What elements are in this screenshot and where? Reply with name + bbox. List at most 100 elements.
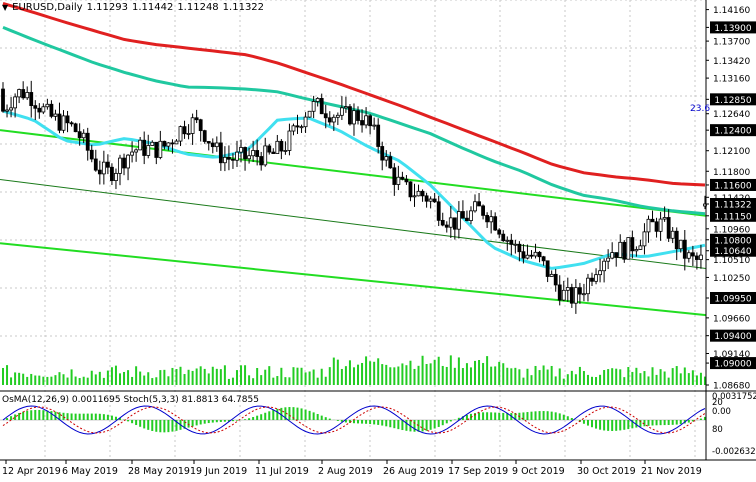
chevron-down-icon[interactable]: ▼ [2,3,9,12]
candle-body [469,210,473,221]
osma-bar [401,420,404,431]
volume-bar [534,365,537,385]
channel-line [0,129,707,217]
oscillator-tick-label: 20 [712,398,723,408]
osma-bar [703,416,706,420]
osma-bar [147,420,150,430]
volume-bar [292,367,295,385]
osma-bar [167,420,170,433]
candle-body [573,287,578,304]
price-tick-label: 1.11600 [714,181,751,191]
osma-bar [599,420,602,430]
volume-bar [155,377,158,385]
osma-bar [98,413,101,420]
osma-bar [312,412,315,420]
volume-bar [631,371,634,385]
volume-bar [2,367,4,385]
price-label-box [710,93,756,106]
price-tick-label: 1.14160 [713,6,750,16]
osma-bar [397,420,400,430]
candle-body [569,287,574,304]
candle-body [25,92,30,99]
volume-bar [607,369,610,385]
candle-body [368,115,373,127]
price-label-box [710,209,756,222]
osma-bar [264,412,267,420]
osma-bar [352,420,355,424]
osma-bar [546,411,549,420]
osma-bar [526,412,529,420]
candle-body [557,284,562,301]
volume-bar [58,372,61,385]
candle-body [65,115,70,124]
osma-bar [373,420,376,425]
osma-bar [667,420,670,425]
price-tick-label: 1.12640 [713,110,750,120]
volume-bar [340,368,343,385]
channel-line [0,178,707,270]
volume-bar [679,373,682,385]
volume-bar [90,370,93,385]
osma-bar [494,412,497,420]
candle-body [158,140,163,158]
candle-body [428,198,433,202]
osma-bar [691,420,694,422]
candle-body [85,132,90,151]
volume-bar [163,369,166,385]
candle-body [360,120,364,126]
candle-body [122,157,126,169]
price-tick-label: 1.13700 [713,38,750,48]
osma-bar [199,420,202,425]
osma-bar [50,411,53,420]
osma-bar [14,414,17,420]
osma-bar [437,420,440,427]
price-candles [1,80,707,314]
osma-bar [276,408,279,420]
volume-bar [219,369,222,385]
osma-bar [219,420,222,422]
osma-bar [449,420,452,422]
volume-bar [393,367,396,385]
osma-bar [699,418,702,420]
candle-body [344,106,348,109]
osma-bar [143,420,146,429]
volume-bar [14,372,17,385]
osma-bar [595,420,598,429]
osma-bar [296,407,299,420]
candle-body [335,114,340,118]
osma-bar [34,409,37,420]
volume-bar [623,377,626,385]
candle-body [432,198,437,203]
candle-body [670,230,675,239]
candle-body [259,156,264,166]
osma-bar [425,420,428,431]
candle-body [513,243,518,246]
osma-bar [70,413,73,420]
osma-bar [26,410,29,420]
volume-bar [139,371,142,385]
volume-bar [86,377,89,385]
volume-bar [373,361,376,385]
candle-body [142,139,147,156]
candle-body [364,115,368,126]
date-tick-label: 11 Jul 2019 [255,466,309,477]
volume-bar [687,373,690,385]
candle-body [41,106,46,113]
volume-bar [304,372,307,385]
volume-bar [151,378,154,385]
osma-bar [300,408,303,420]
candle-body [303,116,308,128]
volume-bar [453,367,456,385]
volume-bar [361,362,364,385]
candle-body [501,233,506,242]
volume-bar [465,363,468,385]
candle-body [146,145,151,156]
osma-bar [441,420,444,426]
osma-bar [643,420,646,427]
osma-bar [514,412,517,420]
candle-body [356,110,360,121]
candle-body [549,273,554,277]
candle-body [650,218,655,223]
candle-body [541,256,546,262]
osma-bar [357,420,360,424]
